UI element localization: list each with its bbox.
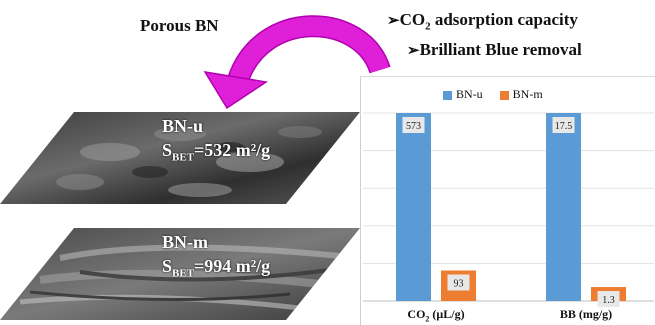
- chart-plot: 573 93 17.5 1.3: [363, 112, 654, 308]
- bullet-co2-post: adsorption capacity: [430, 10, 578, 29]
- legend-label: BN-u: [456, 87, 483, 101]
- legend-swatch-icon: [443, 90, 452, 100]
- x-tick-sub: 2: [425, 314, 430, 324]
- data-label-bg: [552, 117, 575, 133]
- sample-name-bn-u: BN-u: [162, 116, 204, 136]
- bet-value: =532 m²/g: [194, 140, 271, 160]
- bullet-bb-text: Brilliant Blue removal: [419, 40, 582, 60]
- x-tick-label-co2: CO2 (μL/g): [407, 307, 464, 323]
- x-tick-text: BB (mg/g): [559, 307, 613, 321]
- bullet-arrow-icon: ➢: [387, 13, 400, 29]
- bullet-co2-pre: CO: [399, 10, 426, 29]
- data-label: 17.5: [555, 121, 573, 132]
- legend-item-bn-m: BN-m: [499, 87, 543, 101]
- bullet-co2-sub: 2: [425, 20, 431, 33]
- bet-prefix: S: [162, 256, 173, 276]
- x-tick-post: (μL/g): [429, 307, 465, 321]
- bullet-bb: ➢Brilliant Blue removal: [387, 38, 582, 63]
- legend-label: BN-m: [512, 87, 543, 101]
- porous-bn-label: Porous BN: [140, 16, 219, 35]
- x-tick-label-bb: BB (mg/g): [560, 307, 612, 322]
- sem-image-bn-m: [0, 228, 360, 320]
- data-label: 573: [406, 121, 421, 132]
- sem-image-bn-u: [0, 112, 360, 204]
- data-label: 93: [454, 278, 464, 289]
- bar-bn-u-1: [546, 113, 581, 301]
- x-tick-pre: CO: [407, 307, 426, 321]
- properties-list: ➢CO2 adsorption capacity ➢Brilliant Blue…: [387, 8, 582, 63]
- legend-swatch-icon: [499, 90, 509, 100]
- data-label-bg: [447, 274, 470, 291]
- bet-sub: BET: [172, 151, 195, 164]
- bar-chart: BN-u BN-m 573 93 17.5 1.3 CO2 (μL/g) BB (mg…: [360, 76, 655, 325]
- bet-sub: BET: [172, 267, 195, 280]
- bet-value: =994 m²/g: [194, 256, 271, 276]
- legend-item-bn-u: BN-u: [443, 87, 483, 101]
- bet-area-bn-m: SBET=994 m²/g: [162, 256, 270, 280]
- data-label-bg: [402, 117, 425, 133]
- data-label-bg: [597, 291, 620, 308]
- bar-bn-u-0: [396, 113, 431, 301]
- bet-prefix: S: [162, 140, 173, 160]
- bet-area-bn-u: SBET=532 m²/g: [162, 140, 270, 164]
- bullet-co2: ➢CO2 adsorption capacity: [387, 8, 582, 38]
- bullet-arrow-icon: ➢: [407, 43, 420, 60]
- sample-name-bn-m: BN-m: [162, 232, 208, 252]
- data-label: 1.3: [602, 295, 615, 306]
- chart-legend: BN-u BN-m: [443, 87, 557, 102]
